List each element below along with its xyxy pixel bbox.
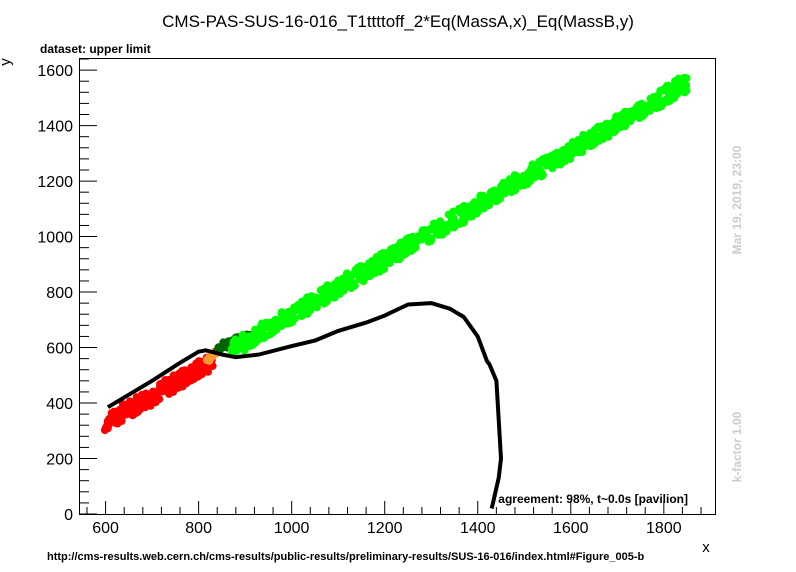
data-point-bright-green bbox=[645, 106, 654, 115]
x-tick-label: 800 bbox=[185, 520, 212, 537]
x-tick-label: 600 bbox=[92, 520, 119, 537]
y-tick-label: 0 bbox=[64, 507, 73, 524]
y-tick-label: 600 bbox=[46, 341, 73, 358]
data-point-bright-green bbox=[379, 262, 388, 271]
data-point-red bbox=[197, 370, 206, 379]
x-axis-title: x bbox=[702, 539, 710, 556]
data-point-bright-green bbox=[538, 170, 547, 179]
y-tick-label: 1000 bbox=[37, 230, 73, 247]
x-tick-label: 1400 bbox=[460, 520, 496, 537]
data-point-red bbox=[117, 417, 126, 425]
x-tick-label: 1200 bbox=[367, 520, 403, 537]
agreement-text: agreement: 98%, t~0.0s [pavilion] bbox=[498, 492, 688, 506]
source-url: http://cms-results.web.cern.ch/cms-resul… bbox=[47, 551, 645, 563]
y-tick-label: 1200 bbox=[37, 174, 73, 191]
y-tick-label: 200 bbox=[46, 452, 73, 469]
y-tick-label: 800 bbox=[46, 285, 73, 302]
date-label: Mar 19, 2019, 23:00 bbox=[730, 145, 744, 254]
data-point-bright-green bbox=[290, 314, 299, 323]
y-axis-title: y bbox=[0, 58, 14, 66]
x-tick-label: 1800 bbox=[646, 520, 682, 537]
data-point-bright-green bbox=[411, 243, 420, 252]
data-point-bright-green bbox=[682, 74, 691, 83]
y-tick-label: 1600 bbox=[37, 63, 73, 80]
data-point-red bbox=[155, 395, 164, 404]
x-tick-label: 1000 bbox=[274, 520, 310, 537]
dataset-label: dataset: upper limit bbox=[40, 42, 151, 56]
y-tick-label: 400 bbox=[46, 396, 73, 413]
kfactor-label: k-factor 1.00 bbox=[730, 411, 744, 482]
scatter-points bbox=[100, 73, 691, 435]
data-point-bright-green bbox=[510, 186, 519, 195]
exclusion-curve-layer bbox=[106, 301, 503, 509]
plot-frame bbox=[79, 58, 716, 515]
data-point-bright-green bbox=[496, 194, 504, 203]
x-tick-label: 1600 bbox=[553, 520, 589, 537]
axes: 600 800 1000 1200 1400 1600 1800 0 200 400 600 800 1… bbox=[37, 58, 702, 537]
data-point-bright-green bbox=[323, 281, 332, 290]
data-point-bright-green bbox=[682, 86, 691, 95]
data-point-bright-green bbox=[427, 234, 436, 243]
y-tick-label: 1400 bbox=[37, 119, 73, 136]
chart-title: CMS-PAS-SUS-16-016_T1ttttoff_2*Eq(MassA,… bbox=[162, 12, 634, 31]
exclusion-line bbox=[106, 301, 503, 509]
data-point-bright-green bbox=[350, 281, 359, 290]
